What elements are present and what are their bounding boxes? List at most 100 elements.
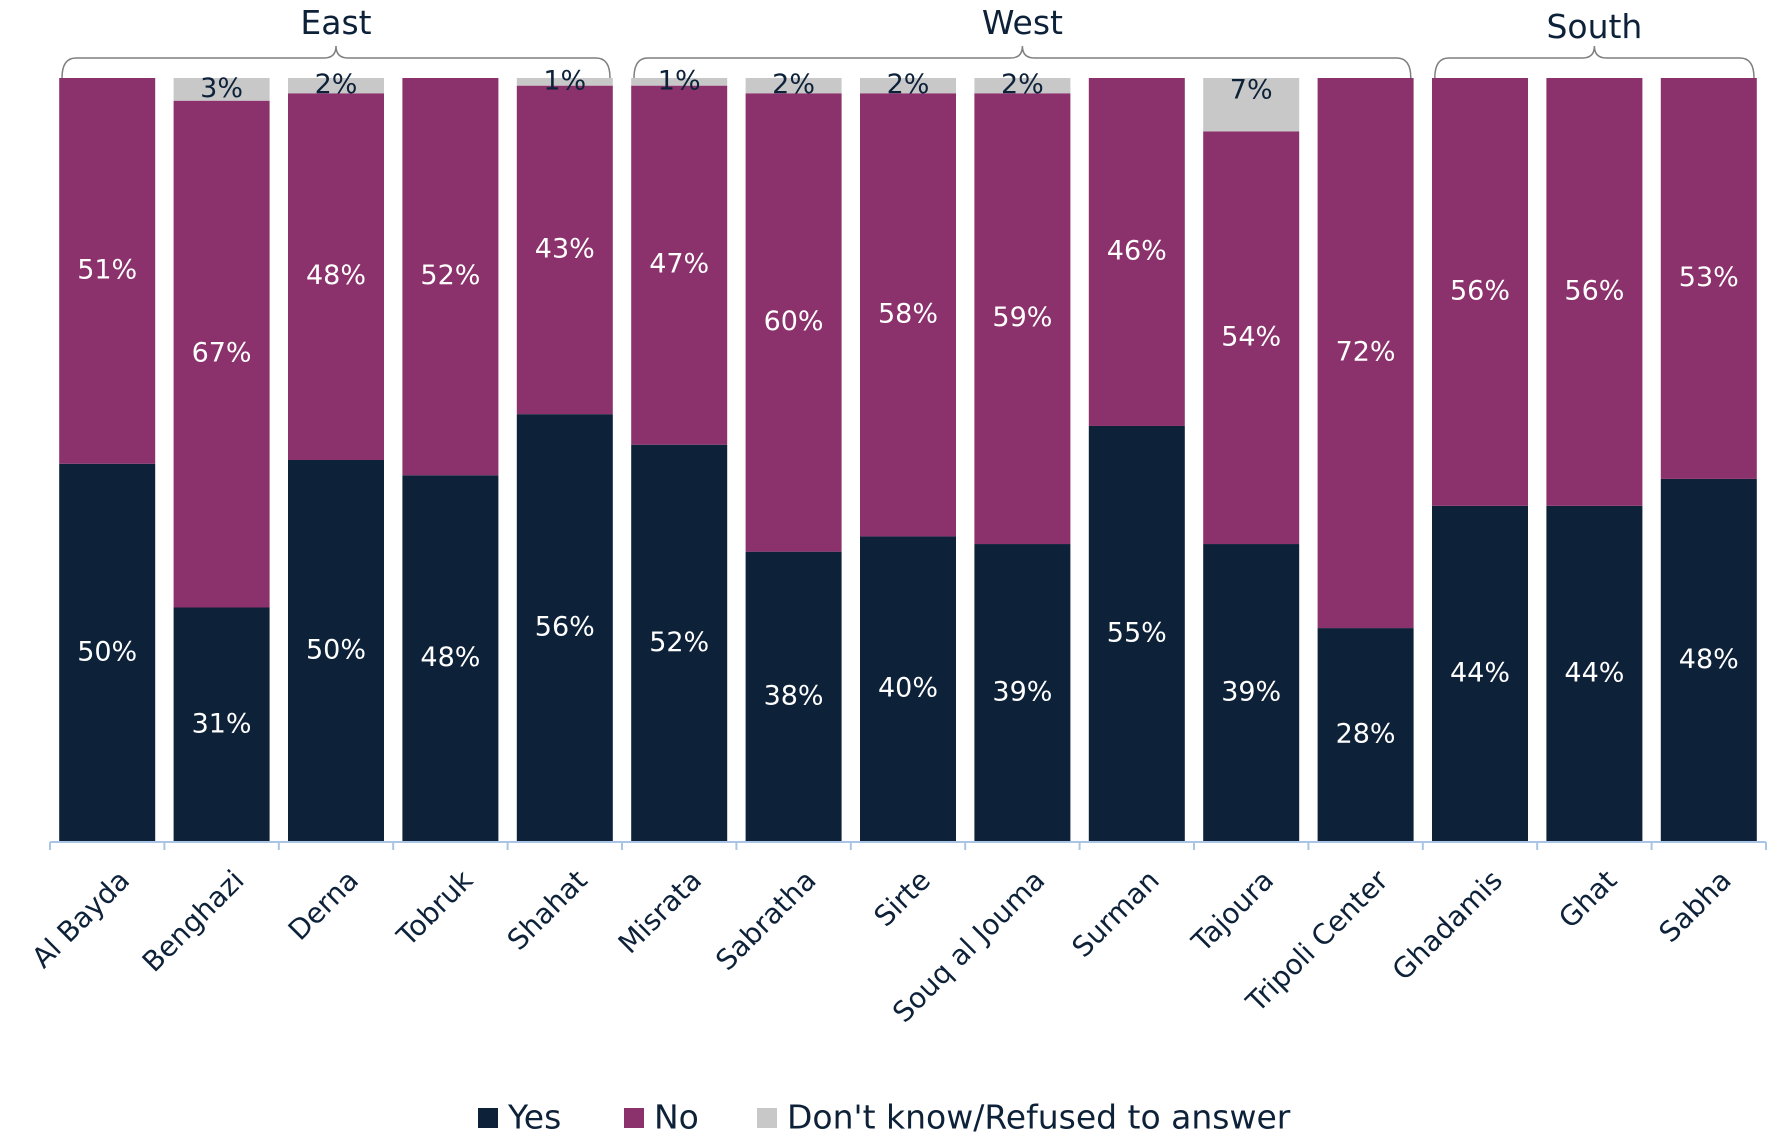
bar-don-t-know-refused-to-answer-misrata bbox=[631, 78, 728, 86]
bar-yes-tripoli-center bbox=[1317, 628, 1414, 842]
data-label-yes-souq-al-jouma: 39% bbox=[992, 677, 1052, 708]
bar-no-sabha bbox=[1660, 78, 1757, 479]
bar-don-t-know-refused-to-answer-shahat bbox=[516, 78, 613, 86]
bar-don-t-know-refused-to-answer-sirte bbox=[860, 78, 956, 94]
data-label-yes-shahat: 56% bbox=[535, 612, 595, 643]
x-tick-label-benghazi: Benghazi bbox=[136, 864, 251, 979]
x-tick-label-ghadamis: Ghadamis bbox=[1386, 864, 1509, 987]
data-label-no-misrata: 47% bbox=[649, 249, 709, 280]
bar-no-souq-al-jouma bbox=[974, 93, 1071, 545]
legend-label-yes: Yes bbox=[507, 1098, 561, 1137]
bar-no-tobruk bbox=[402, 78, 499, 476]
bar-no-surman bbox=[1088, 78, 1185, 426]
bar-yes-sabratha bbox=[745, 551, 842, 842]
bar-yes-souq-al-jouma bbox=[974, 544, 1071, 842]
x-tick-label-tajoura: Tajoura bbox=[1185, 864, 1280, 959]
x-tick-label-shahat: Shahat bbox=[501, 864, 594, 957]
group-label-east: East bbox=[300, 3, 371, 42]
bar-don-t-know-refused-to-answer-sabratha bbox=[745, 78, 842, 94]
group-label-west: West bbox=[982, 3, 1063, 42]
x-tick-label-tobruk: Tobruk bbox=[390, 863, 480, 953]
bar-yes-shahat bbox=[516, 414, 613, 842]
bar-no-sabratha bbox=[745, 93, 842, 552]
data-label-no-sirte: 58% bbox=[878, 298, 938, 329]
bar-no-al-bayda bbox=[59, 78, 156, 464]
data-label-yes-sabha: 48% bbox=[1679, 644, 1739, 675]
bar-don-t-know-refused-to-answer-souq-al-jouma bbox=[974, 78, 1071, 94]
x-tick-label-sirte: Sirte bbox=[867, 864, 936, 933]
data-label-yes-tripoli-center: 28% bbox=[1336, 719, 1396, 750]
data-label-no-shahat: 43% bbox=[535, 233, 595, 264]
legend-swatch-don-t-know-refused-to-answer bbox=[757, 1108, 777, 1128]
bar-no-misrata bbox=[631, 85, 728, 445]
bar-no-tajoura bbox=[1203, 131, 1300, 545]
data-label-no-sabha: 53% bbox=[1679, 262, 1739, 293]
x-tick-label-al-bayda: Al Bayda bbox=[25, 864, 136, 975]
bar-no-ghat bbox=[1546, 78, 1643, 506]
data-label-don-t-know-refused-to-answer-sirte: 2% bbox=[887, 69, 930, 100]
bar-no-tripoli-center bbox=[1317, 78, 1414, 629]
bar-no-derna bbox=[288, 93, 384, 460]
bar-no-sirte bbox=[860, 93, 956, 537]
bar-yes-ghadamis bbox=[1432, 505, 1528, 842]
x-tick-label-derna: Derna bbox=[282, 864, 365, 947]
data-label-yes-tobruk: 48% bbox=[420, 642, 480, 673]
data-label-yes-al-bayda: 50% bbox=[77, 636, 137, 667]
data-label-yes-misrata: 52% bbox=[649, 627, 709, 658]
legend-swatch-no bbox=[624, 1108, 644, 1128]
group-label-south: South bbox=[1546, 7, 1642, 46]
data-label-no-surman: 46% bbox=[1107, 235, 1167, 266]
bar-yes-sabha bbox=[1660, 478, 1757, 842]
data-label-no-tajoura: 54% bbox=[1221, 321, 1281, 352]
legend-label-don-t-know-refused-to-answer: Don't know/Refused to answer bbox=[787, 1098, 1291, 1137]
x-tick-label-ghat: Ghat bbox=[1552, 864, 1623, 935]
bar-no-shahat bbox=[516, 85, 613, 415]
group-brace-south bbox=[1434, 45, 1755, 79]
data-label-no-tobruk: 52% bbox=[420, 260, 480, 291]
bar-don-t-know-refused-to-answer-benghazi bbox=[173, 78, 270, 101]
data-label-yes-tajoura: 39% bbox=[1221, 677, 1281, 708]
bar-yes-tobruk bbox=[402, 475, 499, 842]
bar-yes-surman bbox=[1088, 425, 1185, 842]
data-label-no-derna: 48% bbox=[306, 260, 366, 291]
x-tick-label-surman: Surman bbox=[1066, 864, 1166, 964]
group-brace-west bbox=[633, 45, 1412, 79]
bar-yes-tajoura bbox=[1203, 544, 1300, 842]
data-label-no-souq-al-jouma: 59% bbox=[992, 302, 1052, 333]
data-label-no-benghazi: 67% bbox=[192, 338, 252, 369]
bar-no-ghadamis bbox=[1432, 78, 1528, 506]
bar-yes-sirte bbox=[860, 536, 956, 842]
data-label-yes-derna: 50% bbox=[306, 635, 366, 666]
data-label-no-tripoli-center: 72% bbox=[1336, 337, 1396, 368]
data-label-don-t-know-refused-to-answer-misrata: 1% bbox=[658, 65, 701, 96]
bar-don-t-know-refused-to-answer-tajoura bbox=[1203, 78, 1300, 132]
data-label-yes-ghadamis: 44% bbox=[1450, 657, 1510, 688]
data-label-no-ghadamis: 56% bbox=[1450, 275, 1510, 306]
data-label-no-sabratha: 60% bbox=[764, 306, 824, 337]
data-label-don-t-know-refused-to-answer-sabratha: 2% bbox=[772, 69, 815, 100]
group-brace-east bbox=[61, 45, 611, 79]
data-label-yes-sabratha: 38% bbox=[764, 680, 824, 711]
x-tick-label-sabha: Sabha bbox=[1652, 864, 1737, 949]
data-label-don-t-know-refused-to-answer-benghazi: 3% bbox=[200, 73, 243, 104]
data-label-no-ghat: 56% bbox=[1564, 275, 1624, 306]
data-label-yes-ghat: 44% bbox=[1564, 657, 1624, 688]
data-label-don-t-know-refused-to-answer-tajoura: 7% bbox=[1230, 75, 1273, 106]
x-tick-label-misrata: Misrata bbox=[612, 864, 708, 960]
legend-label-no: No bbox=[654, 1098, 699, 1137]
bar-yes-ghat bbox=[1546, 505, 1643, 842]
data-label-don-t-know-refused-to-answer-derna: 2% bbox=[315, 69, 358, 100]
data-label-yes-sirte: 40% bbox=[878, 673, 938, 704]
bar-yes-derna bbox=[288, 460, 384, 842]
data-label-don-t-know-refused-to-answer-shahat: 1% bbox=[543, 65, 586, 96]
data-label-no-al-bayda: 51% bbox=[77, 254, 137, 285]
data-label-don-t-know-refused-to-answer-souq-al-jouma: 2% bbox=[1001, 69, 1044, 100]
bar-yes-al-bayda bbox=[59, 463, 156, 842]
data-label-yes-surman: 55% bbox=[1107, 617, 1167, 648]
bar-don-t-know-refused-to-answer-derna bbox=[288, 78, 384, 94]
x-tick-label-sabratha: Sabratha bbox=[709, 864, 822, 977]
legend-swatch-yes bbox=[478, 1108, 498, 1128]
bar-no-benghazi bbox=[173, 100, 270, 608]
data-label-yes-benghazi: 31% bbox=[192, 708, 252, 739]
